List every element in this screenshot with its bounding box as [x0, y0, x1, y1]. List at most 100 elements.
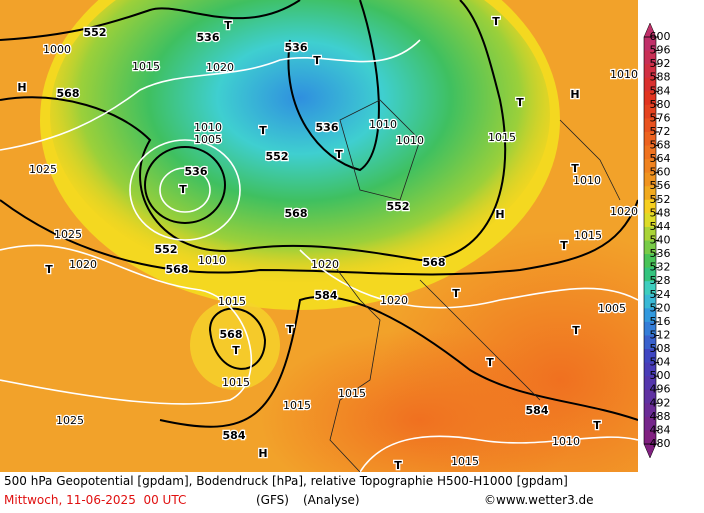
geopotential-label: 584	[315, 289, 338, 302]
geopotential-label: 568	[423, 256, 446, 269]
pressure-label: 1010	[198, 254, 226, 267]
colorbar-tick-label: 596	[650, 44, 671, 57]
colorbar-band	[644, 321, 656, 336]
colorbar-band	[644, 403, 656, 418]
pressure-label: 1020	[69, 258, 97, 271]
pressure-center: H	[495, 208, 504, 221]
colorbar-band	[644, 145, 656, 160]
colorbar-tick-label: 484	[650, 423, 671, 436]
pressure-label: 1005	[598, 302, 626, 315]
map: 552 536 536 568 536 552 536 568 552 552 568 568 584 5…	[0, 0, 638, 472]
colorbar-band	[644, 389, 656, 404]
pressure-center: T	[335, 148, 343, 161]
colorbar-band	[644, 50, 656, 65]
colorbar-band	[644, 281, 656, 296]
pressure-label: 1015	[451, 455, 479, 468]
geopotential-label: 568	[166, 263, 189, 276]
colorbar-tick-label: 584	[650, 84, 671, 97]
colorbar-tick-label: 488	[650, 410, 671, 423]
caption-date: Mittwoch, 11-06-2025 00 UTC	[4, 493, 187, 507]
colorbar-band	[644, 118, 656, 133]
colorbar-band	[644, 77, 656, 92]
geopotential-label: 536	[285, 41, 308, 54]
colorbar-tick-label: 516	[650, 315, 671, 328]
pressure-label: 1005	[194, 133, 222, 146]
pressure-label: 1000	[43, 43, 71, 56]
colorbar-band	[644, 199, 656, 214]
pressure-center: T	[560, 239, 568, 252]
colorbar-tick-label: 504	[650, 356, 671, 369]
pressure-label: 1010	[194, 121, 222, 134]
colorbar-band	[644, 267, 656, 282]
pressure-label: 1025	[29, 163, 57, 176]
pressure-center: H	[258, 447, 267, 460]
geopotential-label: 568	[57, 87, 80, 100]
pressure-center: T	[593, 419, 601, 432]
cold-area	[50, 0, 550, 285]
colorbar-tick-label: 568	[650, 139, 671, 152]
geopotential-label: 584	[526, 404, 549, 417]
colorbar-tick-label: 592	[650, 57, 671, 70]
pressure-center: T	[572, 324, 580, 337]
colorbar-tick-label: 536	[650, 247, 671, 260]
colorbar-tick-label: 524	[650, 288, 671, 301]
geopotential-label: 584	[223, 429, 246, 442]
pressure-label: 1015	[488, 131, 516, 144]
pressure-label: 1020	[610, 205, 638, 218]
colorbar-tick-label: 600	[650, 30, 671, 43]
caption-run: (Analyse)	[303, 493, 360, 507]
pressure-label: 1015	[132, 60, 160, 73]
pressure-label: 1010	[610, 68, 638, 81]
colorbar-band	[644, 294, 656, 309]
pressure-center: T	[313, 54, 321, 67]
pressure-center: H	[17, 81, 26, 94]
colorbar: 6005965925885845805765725685645605565525…	[643, 22, 671, 459]
geopotential-label: 552	[155, 243, 178, 256]
colorbar-tick-label: 544	[650, 220, 671, 233]
geopotential-label: 552	[266, 150, 289, 163]
geopotential-label: 552	[387, 200, 410, 213]
pressure-label: 1010	[573, 174, 601, 187]
colorbar-band	[644, 159, 656, 174]
colorbar-band	[644, 349, 656, 364]
colorbar-band	[644, 213, 656, 228]
colorbar-tick-label: 572	[650, 125, 671, 138]
geopotential-label: 536	[316, 121, 339, 134]
colorbar-band	[644, 64, 656, 79]
colorbar-tick-label: 512	[650, 328, 671, 341]
pressure-center: T	[232, 344, 240, 357]
colorbar-tick-label: 520	[650, 301, 671, 314]
colorbar-band	[644, 240, 656, 255]
pressure-label: 1020	[380, 294, 408, 307]
colorbar-band	[644, 226, 656, 241]
colorbar-tick-label: 496	[650, 383, 671, 396]
colorbar-tick-label: 560	[650, 166, 671, 179]
pressure-label: 1010	[369, 118, 397, 131]
pressure-label: 1020	[206, 61, 234, 74]
colorbar-band	[644, 335, 656, 350]
pressure-center: T	[492, 15, 500, 28]
colorbar-band	[644, 186, 656, 201]
colorbar-tick-label: 580	[650, 98, 671, 111]
geopotential-label: 536	[197, 31, 220, 44]
pressure-label: 1015	[574, 229, 602, 242]
coastlines	[329, 99, 621, 472]
geopotential-label: 568	[285, 207, 308, 220]
pressure-center: H	[570, 88, 579, 101]
colorbar-band	[644, 172, 656, 187]
caption-source: ©www.wetter3.de	[484, 493, 594, 507]
colorbar-tick-label: 548	[650, 206, 671, 219]
colorbar-band	[644, 104, 656, 119]
colorbar-tick-label: 480	[650, 437, 671, 450]
pressure-label: 1010	[396, 134, 424, 147]
pressure-center: T	[45, 263, 53, 276]
colorbar-band	[644, 131, 656, 147]
pressure-center: T	[452, 287, 460, 300]
colorbar-tick-label: 532	[650, 261, 671, 274]
pressure-center: T	[486, 356, 494, 369]
colorbar-band	[644, 376, 656, 391]
colorbar-tick-label: 588	[650, 71, 671, 84]
pressure-center: T	[571, 162, 579, 175]
geopotential-label: 536	[185, 165, 208, 178]
colorbar-band	[644, 362, 656, 377]
